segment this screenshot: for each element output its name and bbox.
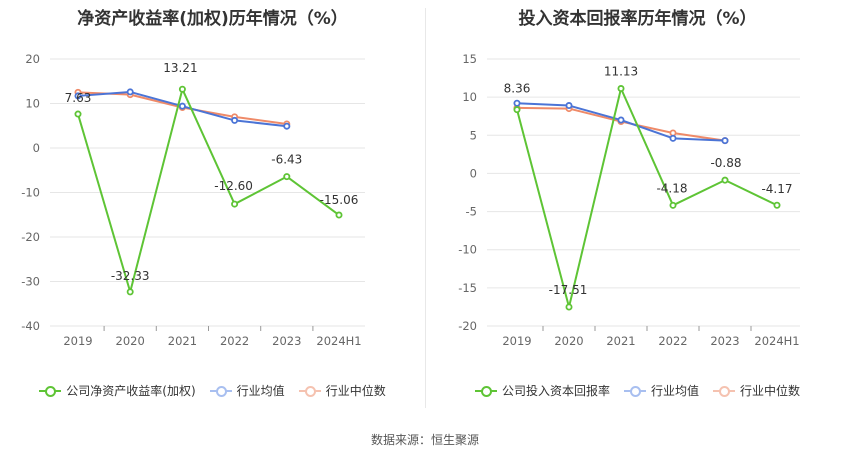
roe-chart-panel: 净资产收益率(加权)历年情况（%） 20 10 0 -10 -20 -30 -40 2019 2… — [0, 0, 425, 410]
chart-title: 净资产收益率(加权)历年情况（%） — [77, 9, 348, 29]
data-point-median — [669, 129, 677, 137]
data-point-company — [178, 85, 186, 93]
data-point-company — [74, 110, 82, 118]
data-source-note: 数据来源：恒生聚源 — [370, 433, 479, 447]
data-point-avg — [178, 102, 186, 110]
y-tick-label: 20 — [25, 52, 40, 66]
legend-item-avg[interactable]: 行业均值 — [209, 382, 285, 399]
data-point-avg — [617, 116, 625, 124]
y-tick-label: 10 — [462, 90, 477, 104]
y-tick-label: -5 — [466, 205, 477, 219]
x-tick-label: 2020 — [116, 334, 145, 348]
x-tick-label: 2020 — [554, 334, 583, 348]
chart-legend: 公司投入资本回报率 行业均值 行业中位数 — [425, 382, 850, 399]
x-tick-label: 2023 — [272, 334, 301, 348]
legend-label: 行业均值 — [236, 384, 285, 398]
y-tick-label: -40 — [21, 319, 40, 333]
legend-avg-marker-icon — [623, 385, 646, 397]
legend-company-marker-icon — [474, 385, 497, 397]
data-point-company — [231, 200, 239, 208]
y-tick-label: -20 — [458, 319, 477, 333]
data-point-company — [513, 106, 521, 114]
data-point-avg — [74, 92, 82, 100]
legend-label: 行业均值 — [650, 384, 699, 398]
data-label: -6.43 — [271, 153, 302, 167]
y-tick-label: 5 — [470, 128, 477, 142]
panel-divider — [425, 8, 426, 408]
x-tick-label: 2021 — [606, 334, 635, 348]
x-tick-label: 2023 — [710, 334, 739, 348]
data-label: -15.06 — [320, 193, 359, 207]
data-label: 7.63 — [65, 91, 92, 105]
data-point-company — [617, 85, 625, 93]
legend-avg-marker-icon — [209, 385, 232, 397]
x-tick-label: 2024H1 — [316, 334, 361, 348]
y-tick-label: -10 — [458, 243, 477, 257]
data-point-company — [126, 288, 134, 296]
data-label: -4.18 — [656, 181, 687, 195]
data-point-avg — [231, 116, 239, 124]
data-label: -12.60 — [214, 179, 253, 193]
y-tick-label: -20 — [21, 230, 40, 244]
legend-label: 行业中位数 — [325, 384, 386, 398]
data-point-avg — [513, 99, 521, 107]
x-tick-label: 2019 — [502, 334, 531, 348]
data-point-avg — [283, 122, 291, 130]
legend-median-marker-icon — [298, 385, 321, 397]
legend-item-median[interactable]: 行业中位数 — [298, 382, 386, 399]
legend-item-company[interactable]: 公司投入资本回报率 — [474, 382, 610, 399]
data-label: -0.88 — [710, 156, 741, 170]
data-label: 8.36 — [504, 82, 531, 96]
chart-legend: 公司净资产收益率(加权) 行业均值 行业中位数 — [0, 382, 425, 399]
y-tick-label: -10 — [21, 186, 40, 200]
data-label: 13.21 — [163, 61, 197, 75]
data-point-avg — [721, 137, 729, 145]
data-point-company — [565, 303, 573, 311]
legend-median-marker-icon — [713, 385, 735, 397]
data-point-company — [669, 201, 677, 209]
legend-item-median[interactable]: 行业中位数 — [713, 382, 800, 399]
data-point-avg — [565, 102, 573, 110]
data-label: -17.51 — [549, 283, 588, 297]
roic-chart-panel: 投入资本回报率历年情况（%） 15 10 5 0 -5 -10 -15 -20 2019 2020… — [425, 0, 850, 410]
x-tick-label: 2021 — [168, 334, 197, 348]
data-point-company — [283, 173, 291, 181]
y-tick-label: 15 — [462, 52, 477, 66]
data-label: -32.33 — [111, 269, 150, 283]
data-point-company — [335, 211, 343, 219]
legend-label: 公司净资产收益率(加权) — [66, 384, 196, 398]
series-line-company — [77, 88, 340, 293]
x-tick-label: 2019 — [63, 334, 92, 348]
data-point-avg — [126, 88, 134, 96]
y-tick-label: 0 — [33, 141, 40, 155]
x-tick-label: 2022 — [220, 334, 249, 348]
y-tick-label: -15 — [458, 281, 477, 295]
x-tick-label: 2024H1 — [754, 334, 799, 348]
legend-label: 行业中位数 — [740, 384, 801, 398]
y-tick-label: -30 — [21, 275, 40, 289]
roe-chart: 20 10 0 -10 -20 -30 -40 2019 2020 2021 2022 2023 202… — [21, 52, 365, 348]
legend-label: 公司投入资本回报率 — [501, 384, 610, 398]
chart-title: 投入资本回报率历年情况（%） — [518, 9, 757, 29]
y-tick-label: 10 — [25, 97, 40, 111]
data-point-company — [773, 201, 781, 209]
y-tick-label: 0 — [470, 166, 477, 180]
data-point-avg — [669, 134, 677, 142]
legend-item-avg[interactable]: 行业均值 — [623, 382, 699, 399]
series-line-company — [516, 87, 778, 309]
data-label: 11.13 — [604, 65, 638, 79]
data-label: -4.17 — [761, 182, 792, 196]
data-point-company — [721, 176, 729, 184]
x-tick-label: 2022 — [658, 334, 687, 348]
legend-company-marker-icon — [39, 385, 62, 397]
roic-chart: 15 10 5 0 -5 -10 -15 -20 2019 2020 2021 2022 2023 202… — [458, 52, 800, 348]
legend-item-company[interactable]: 公司净资产收益率(加权) — [39, 382, 196, 399]
